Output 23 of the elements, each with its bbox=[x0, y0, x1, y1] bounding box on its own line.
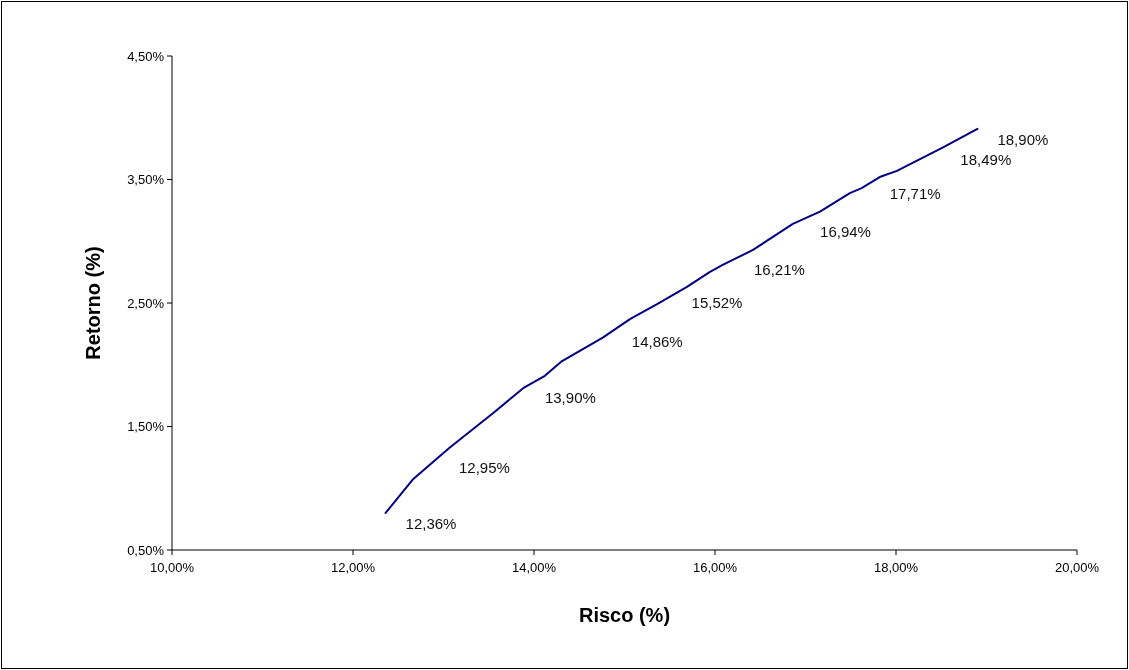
annotation: 16,94% bbox=[820, 223, 871, 241]
y-axis-title: Retorno (%) bbox=[82, 246, 104, 360]
y-tick-label: 4,50% bbox=[127, 48, 165, 64]
x-tick-label: 16,00% bbox=[692, 560, 738, 575]
annotation: 14,86% bbox=[631, 333, 683, 351]
annotation: 17,71% bbox=[889, 185, 941, 203]
x-axis-title: Risco (%) bbox=[578, 604, 671, 626]
annotation: 15,52% bbox=[691, 293, 743, 311]
y-tick-label: 3,50% bbox=[127, 172, 165, 188]
annotation: 18,49% bbox=[960, 150, 1012, 168]
x-tick-label: 10,00% bbox=[149, 560, 195, 575]
x-tick-label: 12,00% bbox=[330, 560, 376, 575]
annotation: 12,95% bbox=[458, 459, 510, 477]
y-tick-label: 1,50% bbox=[127, 419, 165, 435]
annotation: 18,90% bbox=[997, 130, 1049, 148]
annotation: 12,36% bbox=[405, 514, 457, 532]
x-tick-label: 18,00% bbox=[873, 560, 919, 575]
x-tick-label: 14,00% bbox=[511, 560, 557, 575]
y-tick-label: 2,50% bbox=[127, 295, 165, 311]
x-tick-label: 20,00% bbox=[1054, 560, 1100, 575]
y-tick-label: 0,50% bbox=[127, 542, 165, 558]
annotation: 16,21% bbox=[754, 260, 805, 278]
annotation: 13,90% bbox=[544, 388, 596, 406]
